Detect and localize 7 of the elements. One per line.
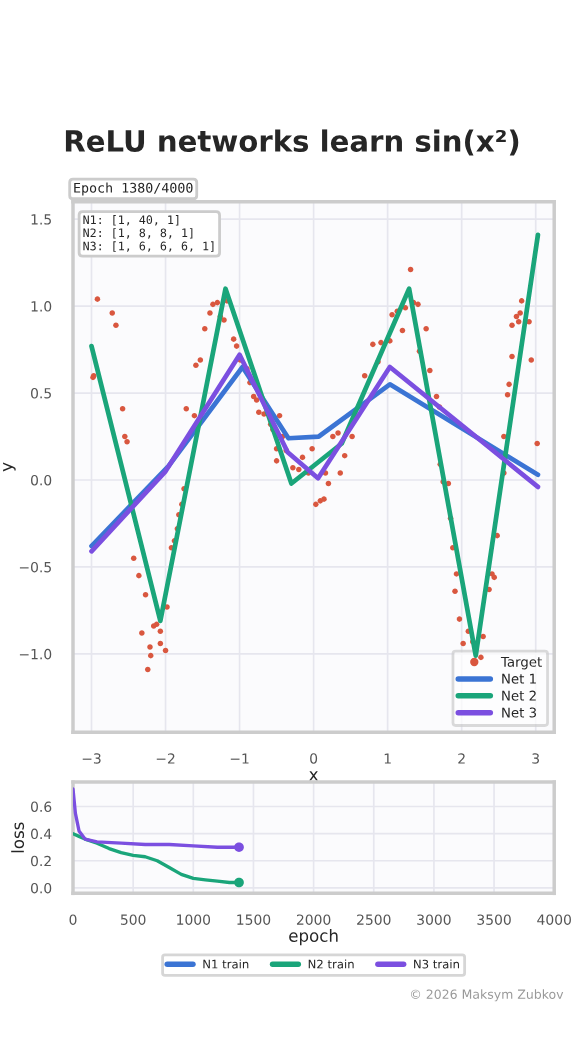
chart-title: ReLU networks learn sin(x²) [65, 129, 519, 156]
line-series [73, 787, 241, 849]
y-axis-title: y [3, 462, 16, 472]
line-series [73, 831, 241, 885]
x-axis-title: epoch [289, 929, 338, 946]
x-axis-title: x [309, 771, 318, 781]
y-axis-title: loss [11, 822, 25, 853]
